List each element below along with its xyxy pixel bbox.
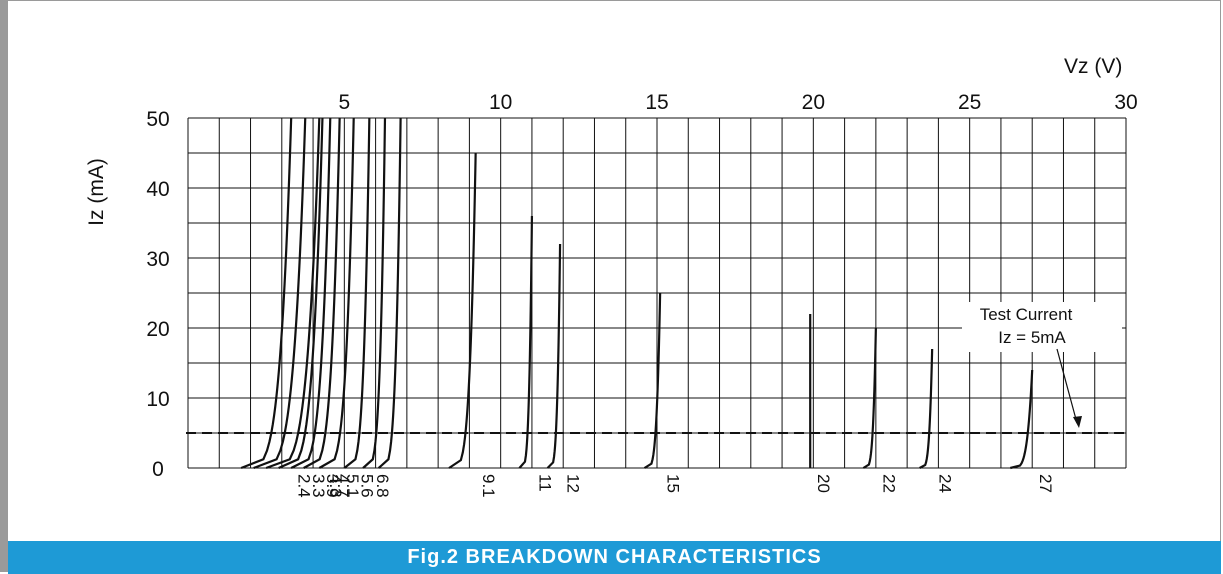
voltage-label: 22 xyxy=(879,474,898,493)
test-current-note-bg xyxy=(962,302,1122,352)
voltage-label: 2.4 xyxy=(295,474,314,498)
y-tick-label: 50 xyxy=(146,108,169,131)
voltage-label: 20 xyxy=(814,474,833,493)
x-tick-label: 30 xyxy=(1114,91,1137,114)
voltage-label: 3.3 xyxy=(309,474,328,498)
breakdown-curve xyxy=(290,117,332,469)
breakdown-curve xyxy=(862,327,877,469)
voltage-label: 27 xyxy=(1036,474,1055,493)
voltage-label: 15 xyxy=(664,474,683,493)
voltage-label: 5.1 xyxy=(343,474,362,498)
test-current-note-line1: Test Current xyxy=(980,305,1073,324)
voltage-label: 3.9 xyxy=(323,474,342,498)
voltage-label: 12 xyxy=(564,474,583,493)
breakdown-curve xyxy=(448,152,477,469)
breakdown-curve xyxy=(240,117,293,470)
x-tick-label: 15 xyxy=(645,91,668,114)
breakdown-curve xyxy=(362,117,387,469)
x-tick-label: 10 xyxy=(489,91,512,114)
y-tick-label: 20 xyxy=(146,318,169,341)
y-tick-label: 10 xyxy=(146,388,169,411)
test-current-arrowhead xyxy=(1073,416,1082,428)
y-tick-label: 0 xyxy=(152,458,164,481)
voltage-label: 6.8 xyxy=(373,474,392,498)
voltage-label: 5.6 xyxy=(357,474,376,498)
breakdown-curve xyxy=(343,117,371,469)
y-axis-label: Iz (mA) xyxy=(85,158,108,226)
breakdown-curve xyxy=(278,117,324,470)
breakdown-curve xyxy=(303,117,341,469)
breakdown-curve xyxy=(377,117,402,469)
x-tick-label: 5 xyxy=(338,91,350,114)
breakdown-curve xyxy=(919,348,934,469)
y-tick-label: 40 xyxy=(146,178,169,201)
breakdown-curve xyxy=(518,215,534,469)
breakdown-curve xyxy=(253,117,307,470)
voltage-label: 4.3 xyxy=(326,474,345,498)
test-current-arrow xyxy=(1056,348,1078,424)
breakdown-curve xyxy=(643,292,662,469)
breakdown-curve xyxy=(546,243,562,469)
figure-caption: Fig.2 BREAKDOWN CHARACTERISTICS xyxy=(8,541,1221,574)
breakdown-curve xyxy=(265,117,321,470)
chart-curves xyxy=(240,117,1034,470)
voltage-label: 9.1 xyxy=(479,474,498,498)
voltage-label: 4.7 xyxy=(334,474,353,498)
breakdown-curve xyxy=(318,117,355,469)
voltage-label: 11 xyxy=(535,474,554,492)
x-tick-label: 20 xyxy=(802,91,825,114)
chart-labels: 5 10 15 20 25 30 0 10 20 30 40 50 2.43.33.94.34.75.1… xyxy=(146,91,1137,498)
test-current-note-line2: Iz = 5mA xyxy=(998,328,1066,347)
breakdown-curve xyxy=(1010,369,1034,470)
y-tick-label: 30 xyxy=(146,248,169,271)
x-tick-label: 25 xyxy=(958,91,981,114)
voltage-label: 24 xyxy=(936,474,955,493)
x-axis-label: Vz (V) xyxy=(1064,55,1122,78)
